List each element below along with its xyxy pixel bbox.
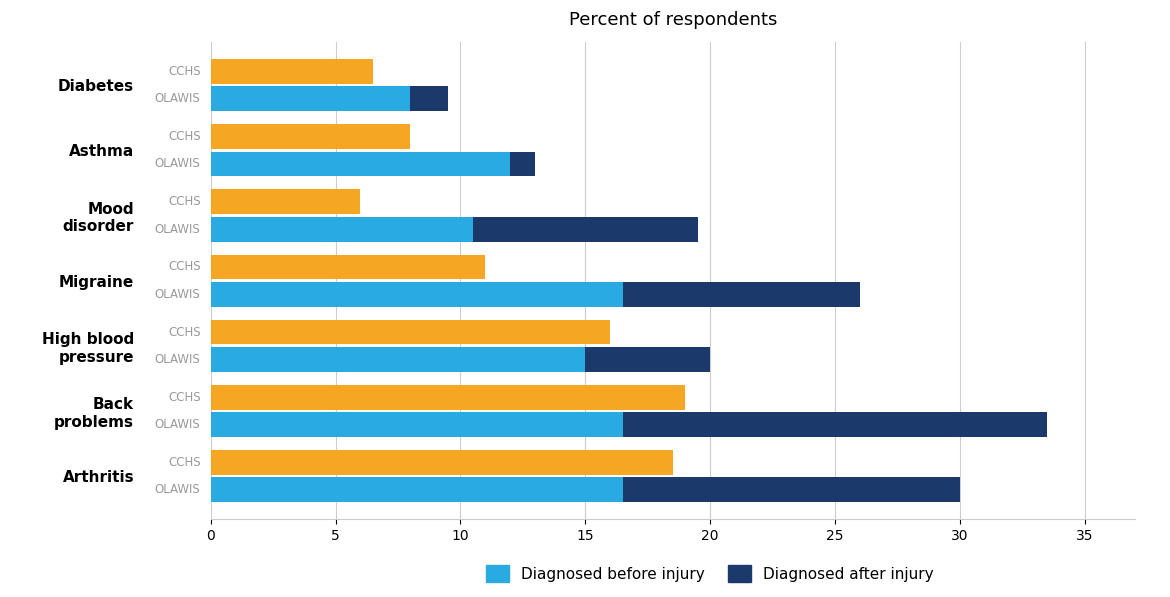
Text: CCHS: CCHS: [168, 130, 200, 143]
Text: OLAWIS: OLAWIS: [154, 483, 200, 496]
Bar: [473, 217, 697, 242]
Bar: [211, 217, 473, 242]
Bar: [211, 59, 373, 84]
Bar: [211, 87, 411, 111]
Bar: [585, 347, 710, 372]
Bar: [622, 412, 1047, 437]
Bar: [622, 282, 860, 307]
Legend: Diagnosed before injury, Diagnosed after injury: Diagnosed before injury, Diagnosed after…: [480, 559, 940, 588]
Text: CCHS: CCHS: [168, 195, 200, 208]
Bar: [211, 282, 622, 307]
Bar: [622, 478, 961, 502]
Bar: [211, 152, 510, 176]
Bar: [211, 254, 486, 279]
Bar: [211, 347, 585, 372]
Text: OLAWIS: OLAWIS: [154, 353, 200, 366]
Text: OLAWIS: OLAWIS: [154, 93, 200, 105]
Bar: [411, 87, 448, 111]
Title: Percent of respondents: Percent of respondents: [569, 11, 777, 29]
Text: OLAWIS: OLAWIS: [154, 223, 200, 236]
Text: OLAWIS: OLAWIS: [154, 158, 200, 171]
Text: CCHS: CCHS: [168, 390, 200, 404]
Text: CCHS: CCHS: [168, 325, 200, 338]
Text: CCHS: CCHS: [168, 65, 200, 78]
Bar: [211, 385, 686, 410]
Bar: [211, 478, 622, 502]
Bar: [211, 189, 360, 214]
Text: CCHS: CCHS: [168, 260, 200, 273]
Bar: [211, 319, 611, 344]
Bar: [211, 412, 622, 437]
Bar: [510, 152, 536, 176]
Text: CCHS: CCHS: [168, 456, 200, 469]
Text: OLAWIS: OLAWIS: [154, 288, 200, 301]
Bar: [211, 450, 673, 475]
Bar: [211, 124, 411, 149]
Text: OLAWIS: OLAWIS: [154, 418, 200, 431]
